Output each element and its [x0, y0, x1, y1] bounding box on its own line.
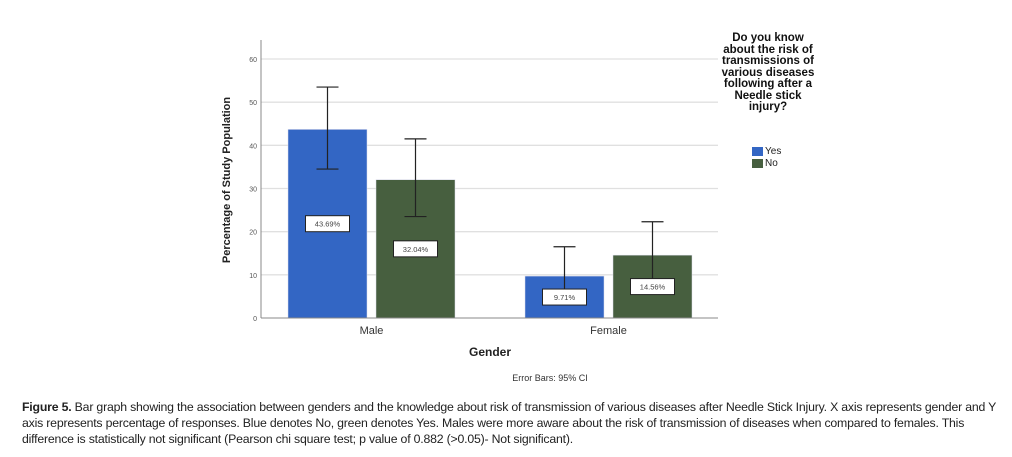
x-tick-label: Female: [590, 325, 627, 337]
legend-swatch-no: [752, 159, 763, 168]
data-label: 43.69%: [315, 220, 341, 229]
y-tick-label: 50: [249, 100, 257, 107]
legend-swatch-yes: [752, 147, 763, 156]
y-tick-label: 0: [253, 316, 257, 323]
x-tick-label: Male: [360, 325, 384, 337]
y-tick-label: 20: [249, 230, 257, 237]
data-label: 32.04%: [403, 245, 429, 254]
data-label-box: [630, 278, 675, 296]
data-label: 14.56%: [640, 283, 666, 292]
legend-label-no: No: [765, 158, 778, 169]
y-tick-label: 30: [249, 187, 257, 194]
error-bars-note: Error Bars: 95% CI: [512, 373, 588, 383]
legend-item-no: No: [752, 158, 778, 169]
legend-item-yes: Yes: [752, 146, 781, 157]
data-label: 9.71%: [554, 293, 576, 302]
caption-text: Bar graph showing the association betwee…: [22, 400, 996, 446]
legend-label-yes: Yes: [765, 146, 782, 157]
data-label-box: [305, 215, 350, 233]
y-tick-label: 40: [249, 143, 257, 150]
figure-caption: Figure 5. Bar graph showing the associat…: [22, 399, 997, 447]
y-tick-label: 60: [249, 57, 257, 64]
x-axis-label: Gender: [469, 345, 511, 359]
data-label-box: [393, 240, 438, 258]
y-tick-label: 10: [249, 273, 257, 280]
legend-title: Do you know about the risk of transmissi…: [721, 32, 815, 113]
caption-label: Figure 5.: [22, 400, 72, 414]
y-axis-label: Percentage of Study Population: [221, 97, 233, 264]
data-label-box: [542, 288, 587, 306]
